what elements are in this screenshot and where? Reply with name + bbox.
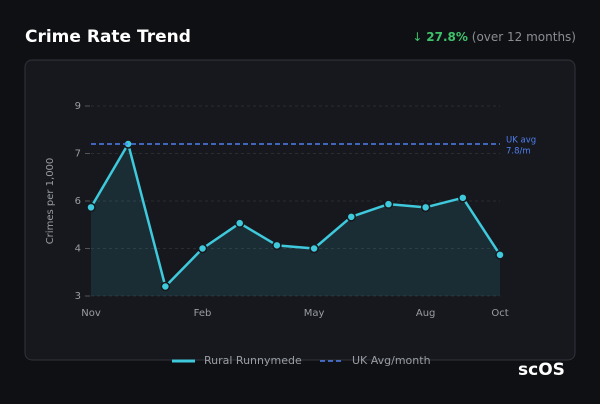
point [495,250,505,260]
arrow: ↓ [412,30,422,44]
x-tick-label: Oct [491,308,508,319]
point [383,199,394,209]
point [160,281,171,292]
x-tick-label: Aug [416,308,436,319]
y-tick-label: 9 [75,101,81,112]
change-summary: ↓ 27.8% (over 12 months) [412,30,576,44]
legend-label: Rural Runnymede [204,354,302,367]
point [420,202,431,213]
point [272,240,282,251]
logo: scOS [518,360,565,380]
point [309,243,319,254]
reference-label: 7.8/m [506,147,531,157]
point [346,212,357,222]
point [234,218,245,228]
line [89,142,502,288]
change-note: (over 12 months) [472,30,576,44]
point [86,202,96,213]
y-tick-label: 3 [75,291,81,302]
title: Crime Rate Trend [25,27,191,47]
change: 27.8% [426,30,468,44]
y-axis-label: Crimes per 1,000 [45,158,56,245]
x-tick-label: Nov [81,308,101,319]
y-tick-label: 4 [75,244,81,255]
y-tick-label: 6 [75,196,81,207]
legend-label: UK Avg/month [352,354,431,367]
y-tick-label: 7 [75,149,81,160]
point [197,243,208,254]
reference-label: UK avg [506,136,536,146]
x-tick-label: May [304,308,325,319]
x-tick-label: Feb [194,308,212,319]
point [458,193,468,203]
